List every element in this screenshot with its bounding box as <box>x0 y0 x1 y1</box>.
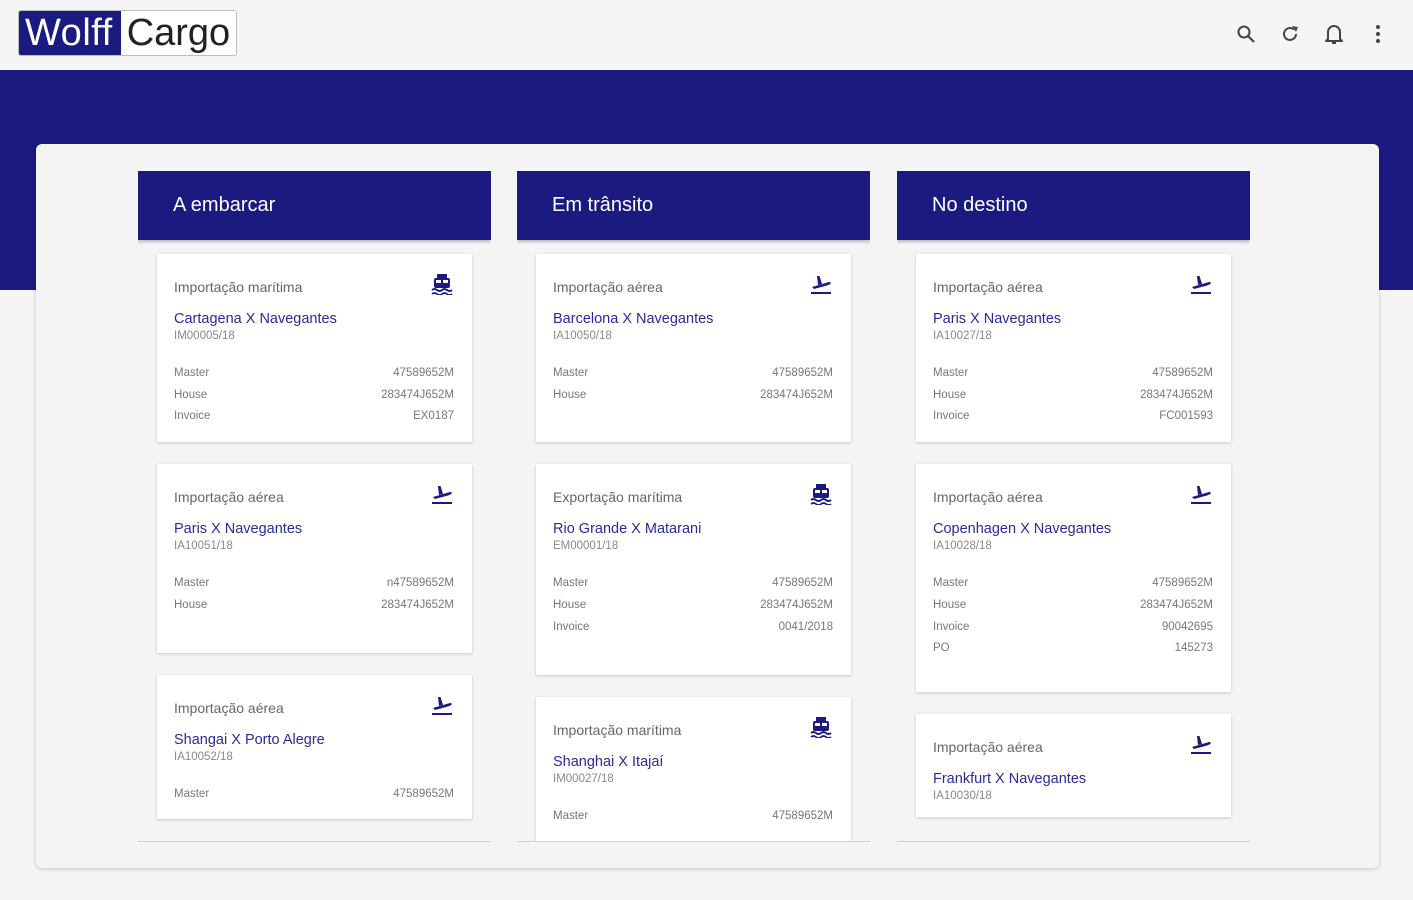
plane-icon <box>430 693 454 717</box>
shipment-route: Barcelona X Navegantes <box>553 311 714 327</box>
plane-icon <box>1189 482 1213 506</box>
shipment-reference: IA10028/18 <box>933 540 992 553</box>
shipment-type: Importação marítima <box>553 721 682 738</box>
shipment-route: Paris X Navegantes <box>174 521 303 538</box>
shipment-type: Importação aérea <box>933 489 1043 506</box>
detail-row-master: Master 47589652M <box>933 577 1213 590</box>
shipment-route: Frankfurt X Navegantes <box>933 770 1087 787</box>
column-a-embarcar: A embarcar Importação marítima Cartagena… <box>138 171 491 842</box>
bell-icon[interactable] <box>1323 22 1345 46</box>
plane-icon <box>1189 272 1213 296</box>
detail-row-master: Master 47589652M <box>553 577 833 590</box>
shipment-route: Copenhagen X Navegantes <box>933 521 1112 538</box>
plane-icon <box>430 482 454 506</box>
card-list: Importação aérea Barcelona X Navegantes … <box>517 240 870 841</box>
shipment-type: Importação aérea <box>553 279 663 295</box>
plane-icon <box>809 272 833 296</box>
plane-icon <box>1189 732 1213 756</box>
more-vert-icon[interactable] <box>1367 22 1389 46</box>
shipment-card[interactable]: Importação aérea Barcelona X Navegantes … <box>536 254 851 443</box>
ship-icon <box>430 272 454 296</box>
shipment-type: Importação aérea <box>933 279 1043 295</box>
shipment-reference: IA10052/18 <box>174 750 233 763</box>
header-actions <box>1235 22 1389 46</box>
shipment-card[interactable]: Importação aérea Frankfurt X Navegantes … <box>916 713 1231 817</box>
shipment-card[interactable]: Importação aérea Paris X Navegantes IA10… <box>157 464 472 653</box>
detail-row-master: Master 47589652M <box>174 367 454 379</box>
shipment-route: Paris X Navegantes <box>933 311 1062 327</box>
app-header: Wolff Cargo <box>0 0 1413 70</box>
detail-row-house: House 283474J652M <box>553 599 833 612</box>
ship-icon <box>809 715 833 739</box>
card-list: Importação aérea Paris X Navegantes IA10… <box>897 240 1250 817</box>
shipment-route: Cartagena X Navegantes <box>174 311 337 327</box>
card-list: Importação marítima Cartagena X Navegant… <box>138 240 491 820</box>
shipment-card[interactable]: Importação marítima Cartagena X Navegant… <box>157 254 472 443</box>
shipment-card[interactable]: Importação marítima Shanghai X Itajaí IM… <box>536 696 851 841</box>
column-title: No destino <box>897 171 1250 240</box>
refresh-icon[interactable] <box>1279 22 1301 46</box>
shipment-reference: IA10027/18 <box>933 330 992 342</box>
search-icon[interactable] <box>1235 22 1257 46</box>
shipment-card[interactable]: Importação aérea Copenhagen X Navegantes… <box>916 464 1231 692</box>
detail-row-invoice: Invoice EX0187 <box>174 410 454 423</box>
shipment-type: Importação marítima <box>174 279 303 295</box>
shipment-route: Shangai X Porto Alegre <box>174 731 325 748</box>
detail-row-master: Master 47589652M <box>933 367 1213 379</box>
detail-row-master: Master 47589652M <box>174 787 454 800</box>
shipment-reference: EM00001/18 <box>553 540 619 553</box>
column-title: Em trânsito <box>517 171 870 240</box>
shipment-route: Shanghai X Itajaí <box>553 753 664 770</box>
shipment-card[interactable]: Importação aérea Shangai X Porto Alegre … <box>157 674 472 820</box>
shipment-reference: IM00027/18 <box>553 772 614 785</box>
shipment-reference: IA10030/18 <box>933 789 992 802</box>
detail-row-po: PO 145273 <box>933 642 1213 655</box>
wolff-cargo-logo[interactable]: Wolff Cargo <box>18 10 238 56</box>
shipment-card[interactable]: Importação aérea Paris X Navegantes IA10… <box>916 254 1231 443</box>
logo-part-cargo: Cargo <box>120 11 237 55</box>
shipment-type: Importação aérea <box>174 489 284 506</box>
detail-row-house: House 283474J652M <box>553 388 833 401</box>
detail-row-invoice: Invoice 0041/2018 <box>553 620 833 633</box>
shipment-reference: IA10050/18 <box>553 330 612 342</box>
shipment-card[interactable]: Exportação marítima Rio Grande X Mataran… <box>536 464 851 675</box>
shipment-type: Importação aérea <box>174 699 284 716</box>
detail-row-master: Master 47589652M <box>553 367 833 379</box>
column-no-destino: No destino Importação aérea Paris X Nave… <box>897 171 1250 842</box>
logo-part-wolff: Wolff <box>19 11 121 55</box>
shipment-reference: IA10051/18 <box>174 540 233 553</box>
shipment-reference: IM00005/18 <box>174 330 235 342</box>
detail-row-house: House 283474J652M <box>174 598 454 611</box>
detail-row-invoice: Invoice 90042695 <box>933 620 1213 633</box>
ship-icon <box>809 482 833 506</box>
detail-row-master: Master 47589652M <box>553 809 833 822</box>
column-em-transito: Em trânsito Importação aérea Barcelona X… <box>517 171 870 842</box>
detail-row-master: Master n47589652M <box>174 577 454 590</box>
detail-row-house: House 283474J652M <box>933 598 1213 611</box>
detail-row-house: House 283474J652M <box>933 388 1213 401</box>
shipment-route: Rio Grande X Matarani <box>553 521 702 538</box>
column-title: A embarcar <box>138 171 491 240</box>
shipment-type: Importação aérea <box>933 738 1043 755</box>
detail-row-house: House 283474J652M <box>174 388 454 401</box>
shipment-type: Exportação marítima <box>553 489 683 506</box>
detail-row-invoice: Invoice FC001593 <box>933 410 1213 423</box>
